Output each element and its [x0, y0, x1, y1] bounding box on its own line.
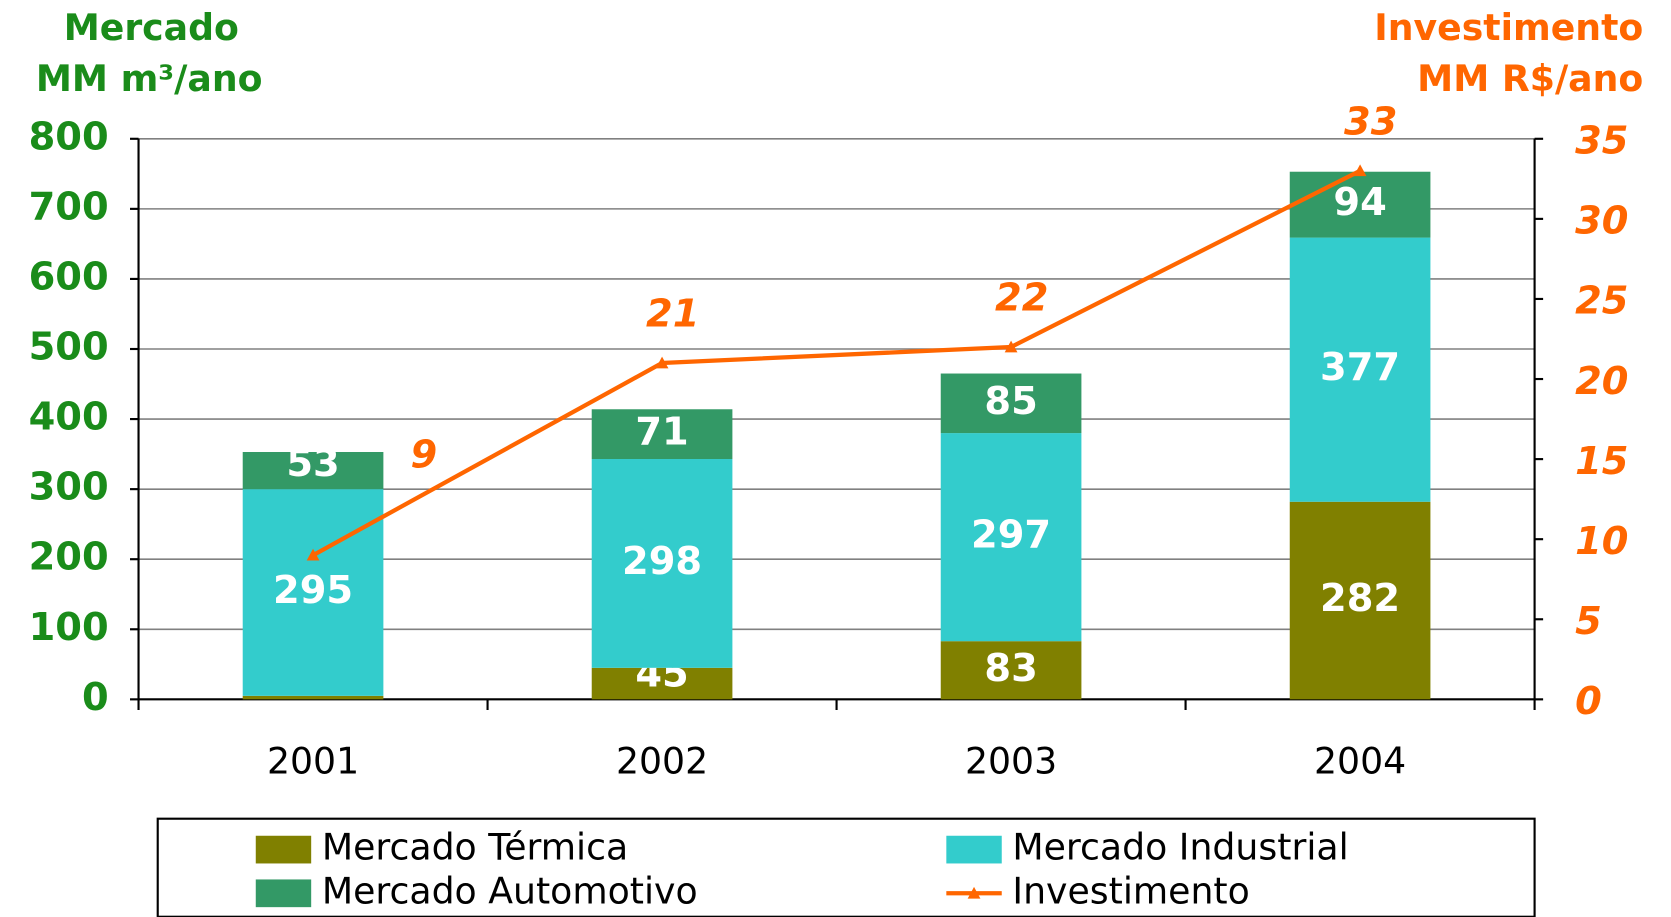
legend-swatch — [967, 886, 981, 899]
legend-box — [156, 817, 1536, 917]
y2-axis-title: Investimento — [1374, 6, 1643, 49]
legend-label: Mercado Térmica — [322, 826, 628, 869]
y2-tick-label: 20 — [1575, 359, 1628, 404]
x-tick-label: 2003 — [965, 739, 1057, 782]
data-label: 9 — [411, 433, 438, 478]
y-tick-label: 700 — [29, 184, 109, 229]
y2-tick-label: 25 — [1575, 279, 1628, 324]
y2-tick-label: 10 — [1575, 519, 1628, 564]
bar-segment — [242, 695, 384, 700]
data-label: 21 — [646, 292, 699, 337]
y-tick-label: 800 — [29, 114, 109, 159]
x-tick-label: 2004 — [1314, 739, 1406, 782]
bar-segment — [940, 641, 1082, 700]
y2-axis-title: MM R$/ano — [1417, 57, 1643, 100]
legend-label: Investimento — [1012, 869, 1249, 912]
legend-swatch — [255, 879, 312, 908]
y-tick-label: 200 — [29, 535, 109, 580]
y2-tick-label: 15 — [1575, 439, 1628, 484]
data-label: 33 — [1344, 99, 1397, 144]
data-label: 83 — [984, 646, 1037, 691]
y-tick-label: 100 — [29, 605, 109, 650]
y-axis-title: MM m³/ano — [36, 57, 263, 100]
bar-segment — [1289, 237, 1431, 502]
bar-segment — [940, 373, 1082, 434]
bar-segment — [242, 452, 384, 490]
data-label: 282 — [1320, 576, 1400, 621]
line-marker — [306, 548, 320, 561]
data-label: 53 — [286, 441, 339, 486]
bar-segment — [1289, 171, 1431, 238]
legend-label: Mercado Automotivo — [322, 869, 698, 912]
bar-segment — [1289, 501, 1431, 700]
bar-segment — [940, 433, 1082, 642]
y2-tick-label: 30 — [1575, 199, 1628, 244]
data-label: 297 — [971, 513, 1051, 558]
line-marker — [1004, 340, 1018, 353]
data-label: 22 — [995, 276, 1048, 321]
y-tick-label: 400 — [29, 395, 109, 440]
x-tick-label: 2002 — [616, 739, 708, 782]
y-tick-label: 0 — [82, 675, 109, 720]
y-tick-label: 300 — [29, 465, 109, 510]
data-label: 85 — [984, 379, 1037, 424]
bar-segment — [242, 489, 384, 696]
line-marker — [655, 356, 669, 369]
data-label: 377 — [1320, 345, 1400, 390]
line — [312, 168, 1362, 558]
x-tick-label: 2001 — [267, 739, 359, 782]
line-marker — [1353, 164, 1367, 177]
y-tick-label: 500 — [29, 325, 109, 370]
data-label: 298 — [622, 539, 702, 584]
bar-segment — [591, 459, 733, 668]
data-label: 295 — [273, 568, 353, 613]
y2-tick-label: 5 — [1575, 599, 1602, 644]
legend-label: Mercado Industrial — [1012, 826, 1348, 869]
y2-tick-label: 35 — [1575, 119, 1628, 164]
data-label: 71 — [635, 410, 688, 455]
data-label: 94 — [1333, 180, 1386, 225]
y-axis-title: Mercado — [64, 6, 239, 49]
bar-segment — [591, 667, 733, 700]
legend-swatch — [946, 835, 1002, 864]
bar-segment — [591, 409, 733, 460]
legend-swatch — [255, 835, 312, 864]
y2-tick-label: 0 — [1575, 679, 1602, 724]
y-tick-label: 600 — [29, 254, 109, 299]
